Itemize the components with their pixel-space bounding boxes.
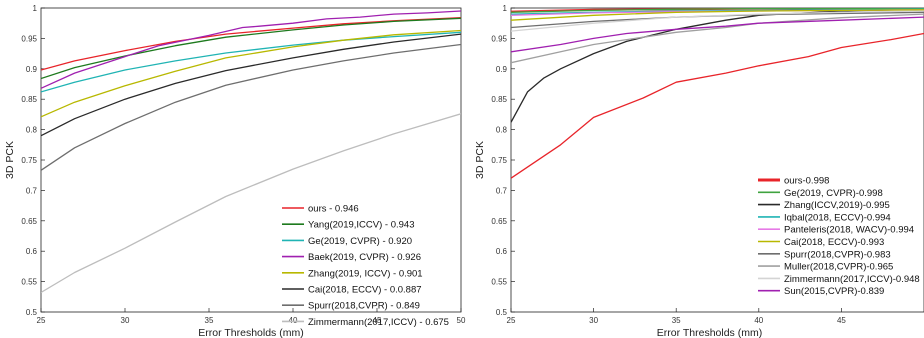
x-tick-label: 50	[457, 316, 466, 325]
x-tick-label: 35	[205, 316, 214, 325]
chart-panel-2: 0.5 0.55 0.6 0.65 0.7 0.75 0.8 0.85 0.9 0.95 1 25 30…	[474, 4, 924, 338]
y-tick-label: 0.5	[26, 308, 38, 317]
legend-entry: Zhang(2019, ICCV) - 0.901	[308, 268, 423, 279]
legend-entry: Panteleris(2018, WACV)-0.994	[784, 225, 914, 236]
y-tick-label: 0.55	[491, 278, 507, 287]
y-tick-label: 0.95	[21, 34, 37, 43]
legend-entry: Iqbal(2018, ECCV)-0.994	[784, 212, 891, 223]
x-tick-label: 25	[507, 316, 516, 325]
series-line-8	[511, 13, 924, 64]
legend-entry: Spurr(2018,CVPR)-0.983	[784, 249, 891, 260]
legend-entry: Spurr(2018,CVPR) - 0.849	[308, 301, 420, 312]
y-tick-label: 0.8	[496, 126, 508, 135]
series-line-5	[41, 29, 461, 118]
legend-entry: ours-0.998	[784, 176, 829, 187]
legend-entry: Zimmermann(2017,ICCV)-0.948	[784, 274, 920, 285]
x-axis-label: Error Thresholds (mm)	[657, 327, 762, 338]
legend-entry: ours - 0.946	[308, 204, 359, 215]
y-axis-label: 3D PCK	[4, 141, 16, 179]
y-tick-label: 0.9	[26, 65, 38, 74]
legend-entry: Zhang(ICCV,2019)-0.995	[784, 200, 890, 211]
legend-entry: Sun(2015,CVPR)-0.839	[784, 286, 884, 297]
legend-entry: Ge(2019, CVPR) - 0.920	[308, 236, 412, 247]
x-tick-label: 40	[754, 316, 763, 325]
y-axis-label: 3D PCK	[474, 141, 486, 179]
series-line-6	[511, 9, 924, 21]
legend-entry: Muller(2018,CVPR)-0.965	[784, 262, 893, 273]
legend-entry: Yang(2019,ICCV) - 0.943	[308, 220, 415, 231]
y-tick-label: 0.75	[491, 156, 507, 165]
series-line-7	[41, 43, 461, 171]
y-tick-label: 0.65	[21, 217, 37, 226]
y-tick-label: 0.6	[26, 247, 38, 256]
series-line-4	[41, 10, 461, 89]
y-tick-label: 0.7	[496, 186, 508, 195]
y-tick-label: 0.85	[21, 95, 37, 104]
legend-entry: Zimmermann(2017,ICCV) - 0.675	[308, 317, 449, 328]
legend-entry: Baek(2019, CVPR) - 0.926	[308, 252, 421, 263]
series-group	[511, 8, 924, 179]
x-tick-label: 35	[672, 316, 681, 325]
y-tick-label: 0.85	[491, 95, 507, 104]
series-group	[41, 10, 461, 294]
y-tick-label: 0.8	[26, 126, 38, 135]
series-line-2	[511, 8, 924, 13]
legend-entry: Cai(2018, ECCV) - 0.0.887	[308, 285, 422, 296]
series-line-11	[511, 32, 924, 179]
y-tick-label: 0.55	[21, 278, 37, 287]
series-line-6	[41, 33, 461, 137]
y-tick-label: 1	[33, 4, 38, 13]
legend-entry: Ge(2019, CVPR)-0.998	[784, 188, 883, 199]
y-tick-label: 0.7	[26, 186, 38, 195]
series-line-3	[41, 31, 461, 93]
series-line-1	[41, 17, 461, 71]
y-tick-label: 0.65	[491, 217, 507, 226]
x-tick-label: 25	[37, 316, 46, 325]
x-tick-label: 40	[289, 316, 298, 325]
legend: ours - 0.946 Yang(2019,ICCV) - 0.943 Ge(20…	[282, 204, 449, 328]
x-tick-label: 45	[837, 316, 846, 325]
y-tick-label: 0.9	[496, 65, 508, 74]
y-tick-label: 0.6	[496, 247, 508, 256]
y-tick-label: 0.5	[496, 308, 508, 317]
y-tick-label: 0.75	[21, 156, 37, 165]
x-tick-label: 45	[373, 316, 382, 325]
series-line-2	[41, 17, 461, 80]
x-tick-label: 30	[121, 316, 130, 325]
y-tick-label: 0.95	[491, 34, 507, 43]
y-tick-label: 1	[503, 4, 508, 13]
series-line-9	[511, 10, 924, 32]
series-line-10	[511, 16, 924, 53]
x-axis-label: Error Thresholds (mm)	[198, 327, 303, 338]
series-line-8	[41, 113, 461, 294]
legend-entry: Cai(2018, ECCV)-0.993	[784, 237, 884, 248]
chart-panel-1: 0.5 0.55 0.6 0.65 0.7 0.75 0.8 0.85 0.9 0.95 1 25 30…	[4, 4, 466, 338]
x-tick-label: 30	[589, 316, 598, 325]
